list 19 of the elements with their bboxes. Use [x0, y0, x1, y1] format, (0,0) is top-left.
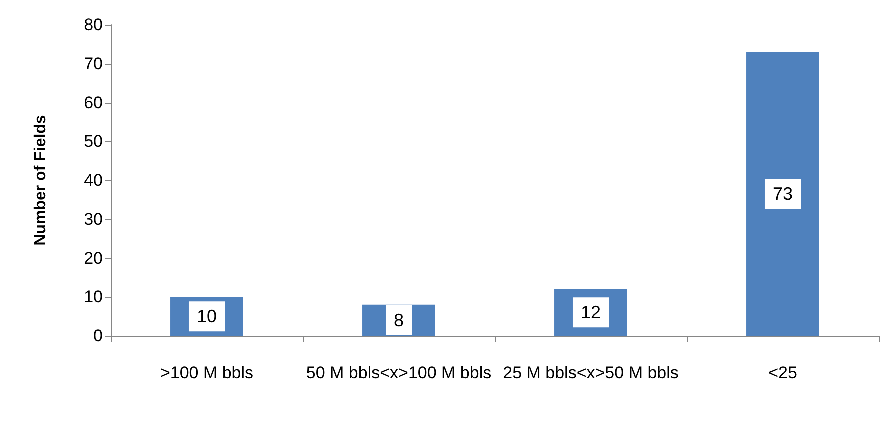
y-tick-label: 10	[84, 288, 103, 307]
y-tick-label: 30	[84, 210, 103, 229]
x-tick-label: >100 M bbls	[160, 364, 254, 382]
y-tick-label: 0	[94, 326, 103, 346]
x-tick-label: 25 M bbls<x>50 M bbls	[503, 364, 679, 382]
data-label: 10	[196, 306, 218, 327]
data-label: 12	[580, 302, 602, 323]
data-label: 8	[394, 310, 404, 330]
y-tick-label: 40	[84, 171, 103, 190]
x-tick-label: <25	[768, 364, 798, 382]
y-tick-label: 80	[84, 16, 103, 34]
data-label: 73	[772, 184, 794, 204]
y-tick-label: 60	[84, 93, 103, 112]
y-axis-title: Number of Fields	[32, 115, 50, 246]
y-tick-label: 50	[84, 132, 103, 152]
y-tick-label: 70	[84, 54, 103, 74]
y-tick-label: 20	[84, 248, 103, 268]
x-tick-label: 50 M bbls<x>100 M bbls	[306, 364, 492, 382]
bar	[746, 52, 820, 336]
